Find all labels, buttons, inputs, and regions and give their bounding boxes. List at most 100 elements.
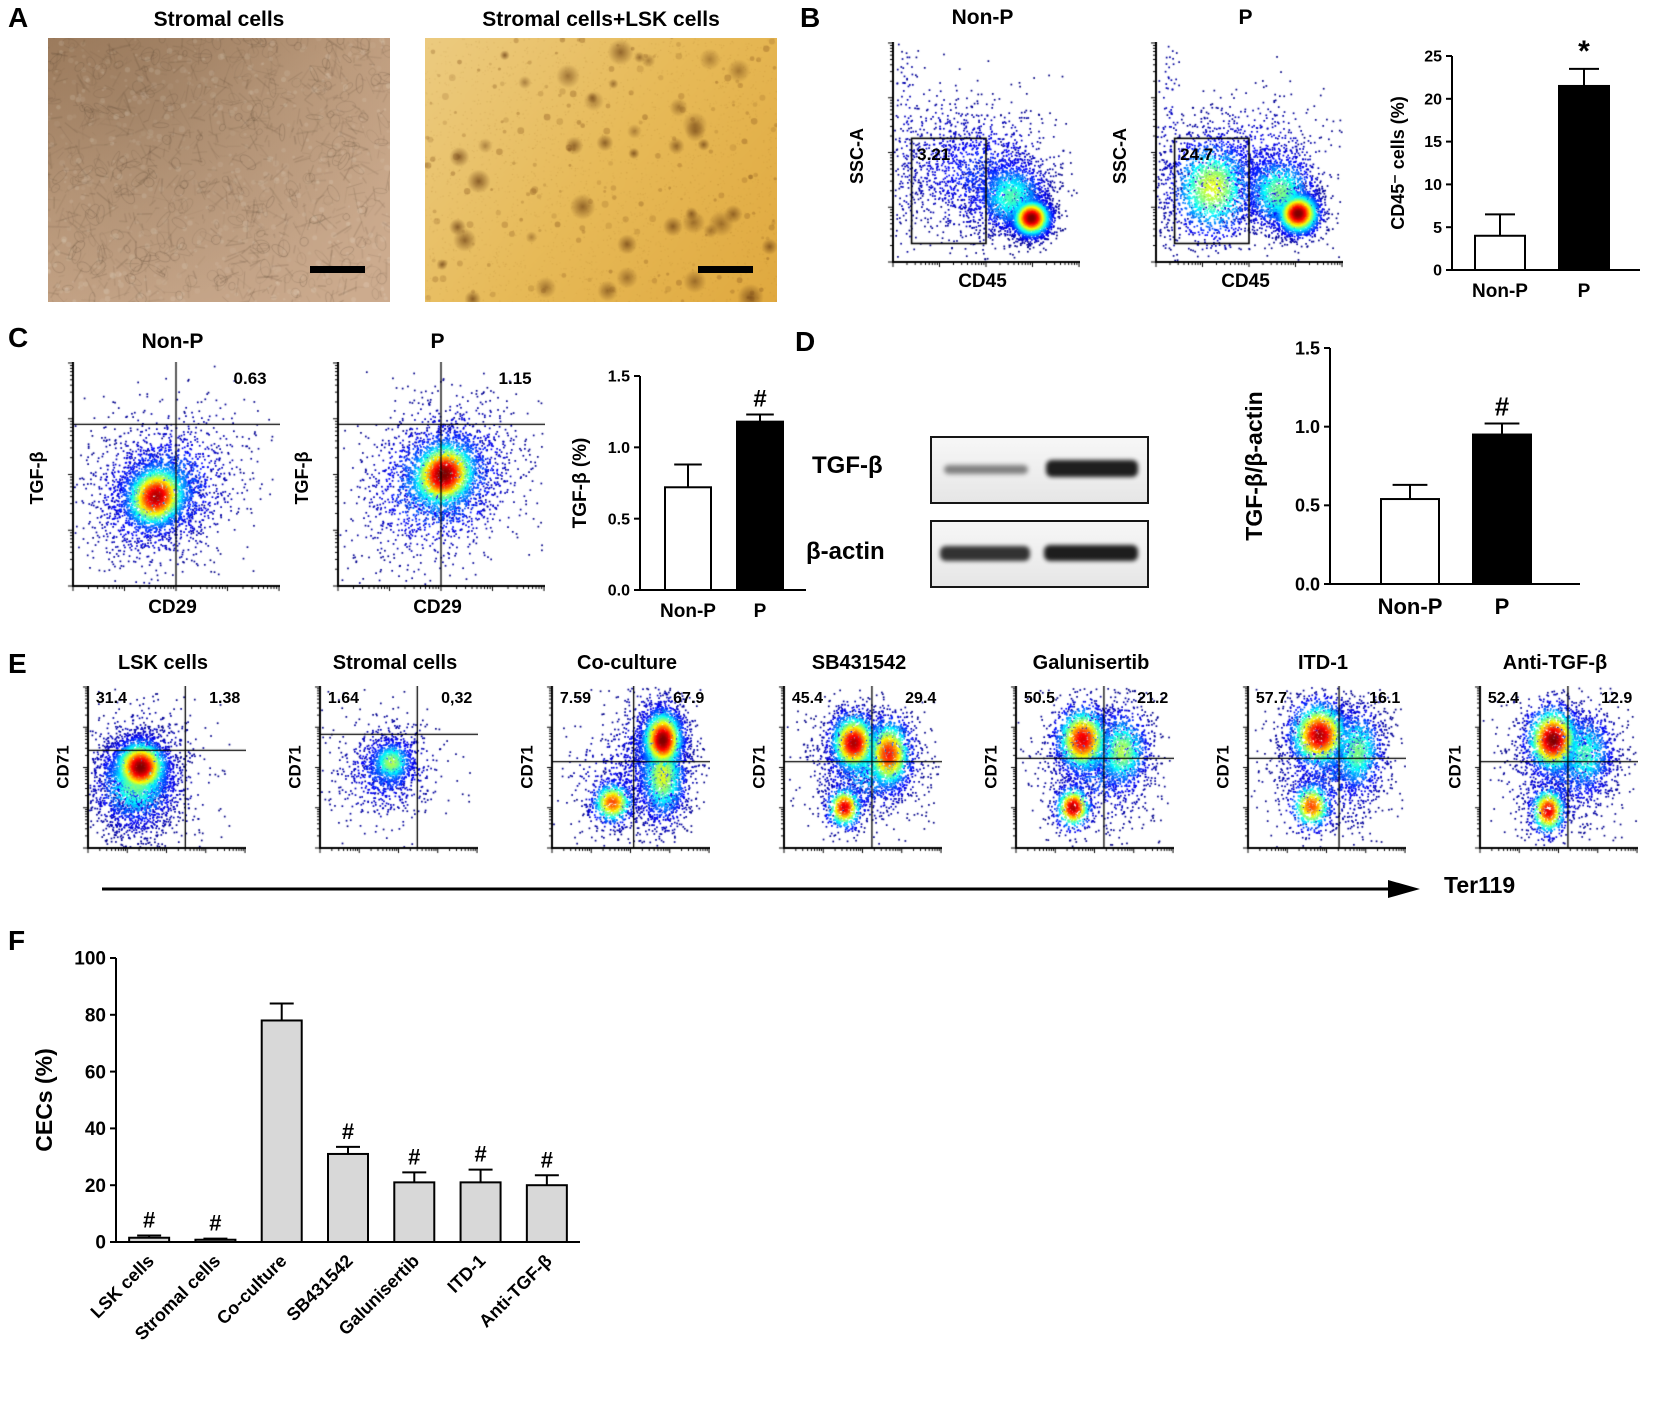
e-flow-1-value: 0,32	[441, 690, 473, 708]
y-tick-label: 0.0	[608, 583, 630, 600]
y-axis-title: TGF-β (%)	[570, 438, 591, 529]
blot-row-label-bactin: β-actin	[806, 538, 885, 565]
e-flow-4-ylabel: CD71	[981, 745, 1001, 789]
y-tick-label: 100	[74, 949, 106, 970]
blot-image-bactin	[930, 520, 1149, 588]
e-flow-6-value: 52.4	[1487, 690, 1519, 708]
y-tick-label: 60	[85, 1062, 106, 1083]
y-tick-label: 1.0	[608, 440, 630, 457]
chart-axes	[1329, 348, 1580, 585]
significance-marker: #	[143, 1207, 155, 1232]
e-flow-0-plot	[80, 686, 246, 856]
y-tick-label: 0.5	[1295, 496, 1320, 516]
bar	[736, 420, 784, 591]
b-flow-1-title: P	[1238, 6, 1253, 29]
c-flow-0-xlabel: CD29	[148, 597, 197, 618]
b-bar-chart: 0 5 10 15 20 25 CD45⁻ cells (%) Non-P * P	[1388, 35, 1640, 302]
e-flow-6-ylabel: CD71	[1445, 745, 1465, 789]
panel-c-label: C	[8, 322, 29, 353]
x-tick-label: Non-P	[1378, 594, 1443, 619]
bar	[1474, 234, 1526, 271]
e-flow-1-plot	[312, 686, 478, 856]
significance-marker: #	[541, 1147, 553, 1172]
e-xaxis-label: Ter119	[1444, 872, 1516, 898]
y-tick-label: 0.0	[1295, 574, 1320, 594]
blot-band	[1044, 545, 1138, 561]
e-flow-5-title: ITD-1	[1298, 652, 1348, 674]
e-flow-0-value: 31.4	[95, 690, 127, 708]
e-flow-6-title: Anti-TGF-β	[1502, 652, 1608, 674]
c-flow-1-xlabel: CD29	[413, 597, 462, 618]
blot-row-label-tgfb: TGF-β	[812, 452, 883, 479]
c-bar-chart: 0.0 0.5 1.0 1.5 TGF-β (%) Non-P # P	[570, 369, 806, 622]
blot-band	[944, 465, 1028, 474]
bar	[260, 1019, 303, 1244]
blot-image-tgfb	[930, 436, 1149, 504]
significance-marker: #	[474, 1142, 486, 1167]
e-flow-3-title: SB431542	[811, 652, 907, 674]
b-flow-0-value: 3.21	[917, 145, 951, 165]
scale-bar	[698, 266, 753, 273]
e-flow-4-value: 21.2	[1137, 690, 1169, 708]
e-flow-5-plot	[1240, 686, 1406, 856]
bar	[525, 1184, 568, 1243]
e-flow-1-ylabel: CD71	[285, 745, 305, 789]
blot-band	[940, 546, 1030, 561]
c-flow-1-title: P	[430, 330, 445, 353]
c-flow-1-ylabel: TGF-β	[292, 451, 313, 505]
e-flow-5-ylabel: CD71	[1213, 745, 1233, 789]
panel-b-label: B	[800, 2, 821, 33]
micrograph-stromal-lsk-cells	[425, 38, 777, 302]
y-tick-label: 25	[1424, 49, 1442, 66]
e-flow-2-value: 7.59	[559, 690, 591, 708]
significance-marker: #	[342, 1119, 354, 1144]
e-flow-0-title: LSK cells	[117, 652, 209, 674]
bar	[1558, 84, 1610, 271]
micrograph-title-stromal-lsk: Stromal cells+LSK cells	[482, 8, 720, 31]
e-flow-1-value: 1.64	[327, 690, 359, 708]
c-flow-0-ylabel: TGF-β	[27, 451, 48, 505]
e-flow-2-value: 67.9	[673, 690, 705, 708]
significance-marker: *	[1578, 35, 1590, 68]
y-axis-title: CD45⁻ cells (%)	[1388, 96, 1408, 230]
e-flow-6-plot	[1472, 686, 1638, 856]
x-tick-label: LSK cells	[87, 1251, 158, 1322]
x-tick-label: Non-P	[660, 601, 716, 622]
y-tick-label: 40	[85, 1119, 106, 1140]
e-flow-1-title: Stromal cells	[332, 652, 458, 674]
bar	[1380, 498, 1440, 585]
scale-bar	[310, 266, 365, 273]
ter119-axis-arrow	[102, 880, 1420, 898]
b-flow-1-ylabel: SSC-A	[1110, 127, 1131, 185]
significance-marker: #	[1495, 392, 1510, 422]
x-tick-label: ITD-1	[443, 1251, 489, 1297]
e-flow-5-value: 16.1	[1369, 690, 1401, 708]
bar	[664, 486, 712, 591]
y-tick-label: 0	[95, 1233, 106, 1254]
e-flow-0-ylabel: CD71	[53, 745, 73, 789]
d-bar-chart: 0.0 0.5 1.0 1.5 TGF-β/β-actin Non-P # P	[1241, 338, 1580, 619]
panel-f-label: F	[8, 925, 26, 956]
bar	[128, 1236, 171, 1243]
x-tick-label: P	[1578, 281, 1591, 302]
bar	[1472, 433, 1532, 585]
c-flow-1-plot	[330, 362, 545, 594]
panel-d-label: D	[795, 326, 816, 357]
y-tick-label: 10	[1424, 177, 1442, 194]
b-flow-0-title: Non-P	[951, 6, 1014, 29]
y-tick-label: 1.0	[1295, 417, 1320, 437]
e-flow-6-value: 12.9	[1601, 690, 1633, 708]
e-flow-3-plot	[776, 686, 942, 856]
y-tick-label: 20	[1424, 91, 1442, 108]
b-flow-1-plot	[1148, 42, 1343, 270]
panel-e-label: E	[8, 648, 27, 679]
panel-a-label: A	[8, 2, 29, 33]
e-flow-3-value: 45.4	[791, 690, 823, 708]
significance-marker: #	[209, 1211, 221, 1236]
significance-marker: #	[753, 386, 766, 413]
e-flow-4-value: 50.5	[1023, 690, 1055, 708]
x-tick-label: P	[1495, 594, 1510, 619]
micrograph-stromal-cells	[48, 38, 390, 302]
